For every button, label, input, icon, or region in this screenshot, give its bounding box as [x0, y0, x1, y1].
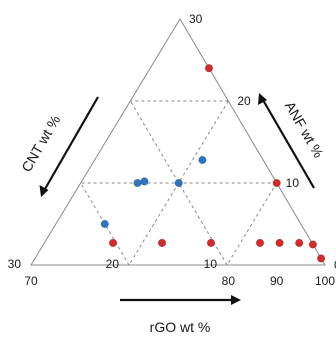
tick-cnt-20: 20	[106, 257, 120, 271]
data-point-series1-1	[174, 178, 183, 188]
tick-labels: 70 80 90 100 10 20 30 0 10 20 30	[8, 12, 336, 288]
grid-line-rgo-90	[226, 182, 278, 266]
grid-line-cnt-20	[80, 182, 130, 266]
tick-anf-0: 0	[334, 258, 336, 272]
tick-cnt-10: 10	[204, 257, 218, 271]
data-point-series2-2	[272, 178, 281, 188]
tick-rgo-80: 80	[222, 274, 236, 288]
data-point-series2-1	[204, 64, 214, 73]
anf-axis-arrow	[258, 93, 315, 189]
triangle-outline	[30, 18, 326, 266]
tick-cnt-30: 30	[8, 257, 22, 271]
data-point-series2-8	[295, 238, 304, 247]
data-point-series2-7	[275, 238, 284, 247]
tick-rgo-70: 70	[24, 274, 38, 288]
cnt-axis-arrow	[39, 96, 99, 197]
data-point-series2-4	[157, 238, 167, 247]
data-point-series2-3	[108, 238, 118, 247]
anf-axis-title: ANF wt %	[282, 99, 327, 161]
data-point-series2-10	[317, 254, 326, 263]
tick-anf-10: 10	[286, 176, 300, 190]
tick-anf-20: 20	[237, 94, 251, 108]
tick-rgo-90: 90	[270, 274, 284, 288]
grid-line-rgo-80	[128, 100, 229, 266]
grid-line-cnt-10	[129, 100, 228, 266]
data-point-series2-9	[308, 240, 318, 249]
data-point-series1-5	[198, 155, 207, 165]
tick-anf-30: 30	[189, 12, 203, 26]
cnt-axis-title: CNT wt %	[18, 112, 63, 174]
rgo-axis-arrow	[120, 295, 241, 305]
rgo-axis-title: rGO wt %	[150, 319, 211, 335]
triangle-border	[30, 18, 326, 266]
data-point-series2-6	[255, 238, 265, 247]
data-point-series2-5	[206, 238, 216, 247]
tick-rgo-100: 100	[315, 274, 335, 288]
data-point-series1-2	[100, 219, 109, 229]
data-point-series1-4	[140, 177, 149, 186]
data-point-series1-3	[133, 178, 142, 188]
data-points	[100, 64, 326, 263]
